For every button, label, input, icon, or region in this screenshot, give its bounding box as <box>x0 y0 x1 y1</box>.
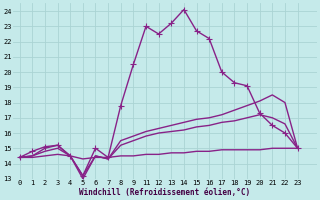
X-axis label: Windchill (Refroidissement éolien,°C): Windchill (Refroidissement éolien,°C) <box>79 188 251 197</box>
